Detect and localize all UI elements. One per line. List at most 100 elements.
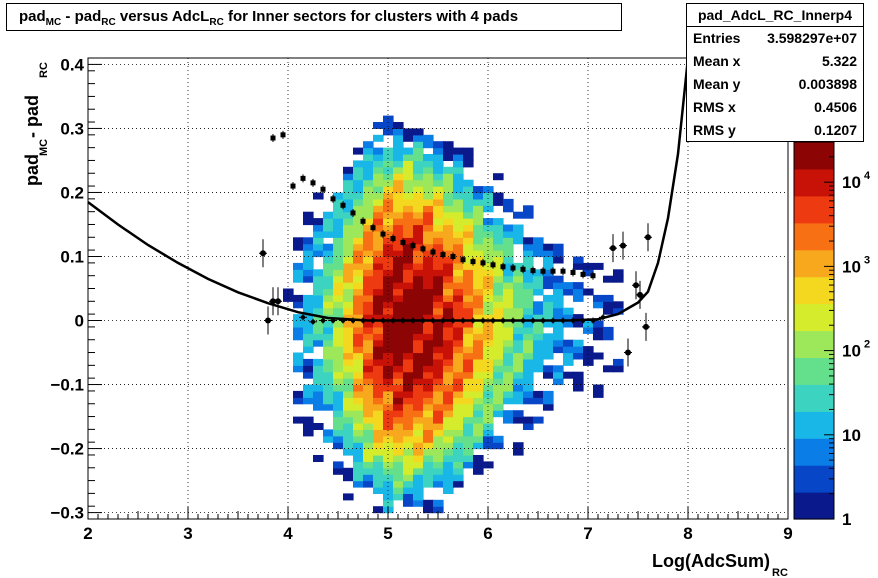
heatmap-cell [433, 410, 444, 418]
heatmap-cell [473, 326, 484, 334]
heatmap-cell [343, 416, 354, 424]
heatmap-cell [413, 455, 424, 462]
heatmap-cell [433, 442, 444, 450]
heatmap-cell [293, 269, 304, 277]
heatmap-cell [343, 403, 354, 411]
heatmap-cell [363, 346, 374, 354]
heatmap-cell [323, 390, 334, 398]
heatmap-cell [483, 218, 494, 226]
heatmap-cell [423, 403, 434, 411]
heatmap-cell [453, 397, 464, 405]
heatmap-cell [323, 435, 334, 443]
heatmap-cell [323, 262, 334, 270]
heatmap-cell [423, 320, 434, 328]
heatmap-cell [453, 205, 464, 213]
heatmap-cell [363, 326, 374, 334]
heatmap-cell [503, 243, 514, 251]
heatmap-cell [413, 397, 424, 405]
heatmap-cell [433, 352, 444, 360]
heatmap-cell [313, 390, 324, 398]
heatmap-cell [293, 397, 304, 405]
heatmap-cell [543, 397, 554, 405]
heatmap-cell [373, 371, 384, 379]
heatmap-cell [413, 365, 424, 373]
heatmap-cell [353, 160, 364, 168]
heatmap-cell [383, 480, 394, 488]
heatmap-cell [403, 256, 414, 264]
rms-point [550, 268, 556, 274]
heatmap-cell [363, 448, 374, 456]
heatmap-cell [443, 442, 454, 450]
heatmap-cell [573, 262, 584, 270]
heatmap-cell [293, 243, 304, 251]
heatmap-cell [433, 499, 444, 507]
stats-label: Entries [693, 30, 741, 46]
heatmap-cell [543, 346, 554, 354]
heatmap-cell [373, 269, 384, 277]
heatmap-cell [463, 147, 474, 155]
heatmap-cell [573, 294, 584, 302]
heatmap-cell [363, 358, 374, 366]
heatmap-cell [403, 179, 414, 187]
rms-point [350, 210, 356, 216]
mean-point [340, 318, 346, 323]
heatmap-cell [483, 205, 494, 213]
heatmap-cell [413, 352, 424, 360]
heatmap-cell [403, 448, 414, 456]
heatmap-cell [393, 269, 404, 277]
heatmap-cell [413, 147, 424, 155]
heatmap-cell [443, 326, 454, 334]
heatmap-cell [423, 186, 434, 194]
heatmap-cell [343, 384, 354, 392]
heatmap-cell [593, 390, 604, 398]
heatmap-cell [433, 211, 444, 219]
heatmap-cell [493, 442, 504, 450]
mean-point [260, 250, 266, 257]
title-sub: MC [45, 17, 62, 28]
heatmap [283, 115, 624, 514]
heatmap-cell [323, 275, 334, 283]
heatmap-cell [443, 218, 454, 226]
heatmap-cell [523, 314, 534, 322]
heatmap-cell [393, 461, 404, 469]
heatmap-cell [513, 211, 524, 219]
heatmap-cell [303, 397, 314, 405]
heatmap-cell [413, 160, 424, 168]
heatmap-cell [383, 205, 394, 213]
mean-point [450, 318, 456, 323]
heatmap-cell [363, 154, 374, 161]
heatmap-cell [323, 326, 334, 334]
heatmap-cell [483, 320, 494, 328]
heatmap-cell [433, 390, 444, 398]
heatmap-cell [463, 301, 474, 309]
heatmap-cell [343, 423, 354, 430]
heatmap-cell [413, 230, 424, 238]
heatmap-cell [413, 141, 424, 149]
heatmap-cell [353, 365, 364, 373]
heatmap-cell [423, 192, 434, 200]
heatmap-cell [503, 198, 514, 206]
heatmap-cell [373, 205, 384, 213]
heatmap-cell [523, 243, 534, 251]
heatmap-cell [443, 480, 454, 488]
heatmap-cell [383, 307, 394, 315]
heatmap-cell [343, 378, 354, 386]
heatmap-cell [423, 371, 434, 379]
heatmap-cell [393, 346, 404, 354]
heatmap-cell [583, 352, 594, 360]
heatmap-cell [343, 448, 354, 456]
heatmap-cell [453, 243, 464, 251]
heatmap-cell [323, 269, 334, 277]
heatmap-cell [393, 243, 404, 251]
mean-point [625, 349, 631, 356]
heatmap-cell [513, 416, 524, 424]
colorbar-swatch [794, 384, 834, 412]
heatmap-cell [543, 307, 554, 315]
heatmap-cell [363, 474, 374, 482]
mean-point [633, 282, 639, 289]
heatmap-cell [433, 275, 444, 283]
heatmap-cell [353, 416, 364, 424]
heatmap-cell [373, 403, 384, 411]
heatmap-cell [373, 461, 384, 469]
heatmap-cell [343, 243, 354, 251]
